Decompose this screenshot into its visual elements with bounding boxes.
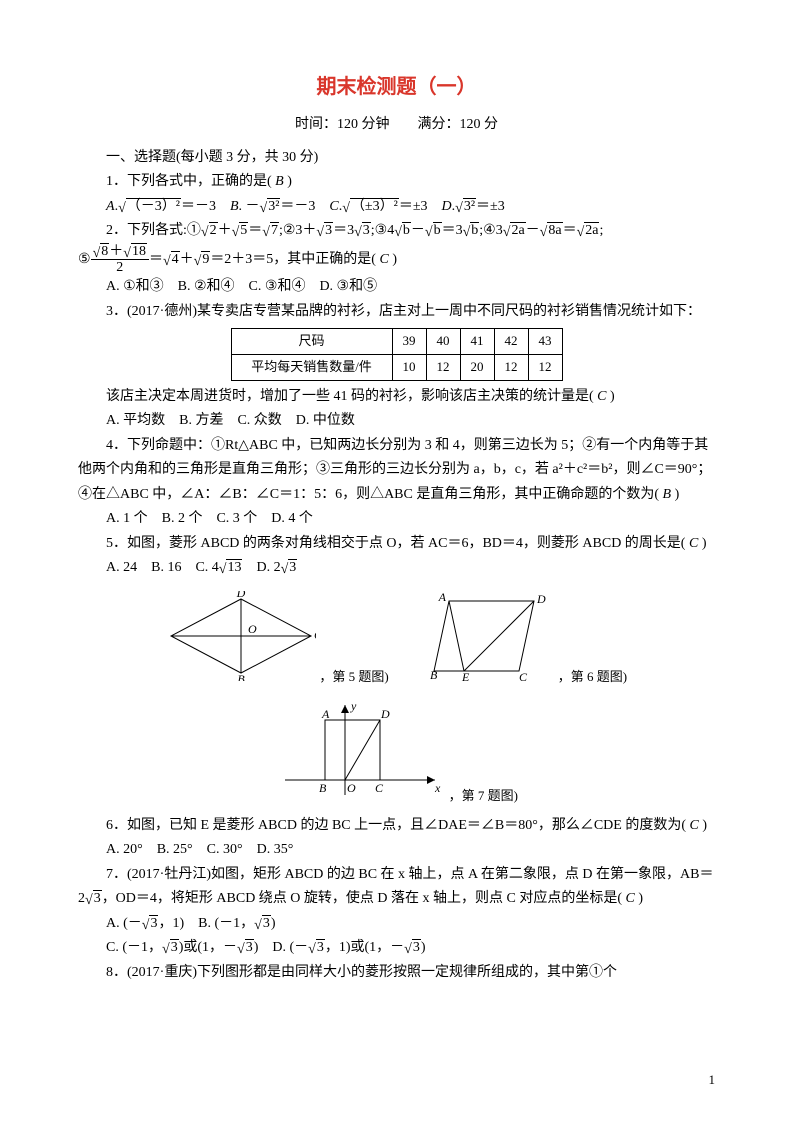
cell: 12 bbox=[528, 355, 562, 381]
q2-frac-denom: 2 bbox=[91, 260, 149, 275]
q7-answer: C bbox=[626, 891, 635, 906]
svg-text:E: E bbox=[461, 670, 470, 681]
section-1-heading: 一、选择题(每小题 3 分，共 30 分) bbox=[78, 146, 715, 171]
cell: 12 bbox=[426, 355, 460, 381]
q4-answer: B bbox=[663, 487, 672, 502]
q4-tail: ) bbox=[671, 487, 679, 502]
fig7-caption: ，第 7 题图) bbox=[449, 788, 518, 803]
figures-row-1: D C B A O ，第 5 题图) A D B E C ，第 6 题图) bbox=[78, 591, 715, 691]
table-row: 尺码 39 40 41 42 43 bbox=[231, 329, 562, 355]
page-number: 1 bbox=[709, 1069, 716, 1092]
q6-options: A. 20° B. 25° C. 30° D. 35° bbox=[78, 838, 715, 863]
q6-text: 6．如图，已知 E 是菱形 ABCD 的边 BC 上一点，且∠DAE＝∠B＝80… bbox=[106, 818, 690, 833]
figure-6: A D B E C ，第 6 题图) bbox=[424, 591, 627, 691]
q7-options-1: A. (－√3，1) B. (－1，√3) bbox=[78, 912, 715, 937]
q5-options: A. 24 B. 16 C. 4√13 D. 2√3 bbox=[78, 556, 715, 581]
axes-rect-icon: A D B O C x y bbox=[275, 700, 445, 800]
cell: 20 bbox=[460, 355, 494, 381]
q1-answer: B bbox=[275, 174, 284, 189]
q3-options: A. 平均数 B. 方差 C. 众数 D. 中位数 bbox=[78, 409, 715, 434]
svg-text:B: B bbox=[319, 781, 327, 795]
rhombus-icon: D C B A O bbox=[166, 591, 316, 681]
svg-text:A: A bbox=[166, 628, 167, 642]
fig5-caption: ，第 5 题图) bbox=[319, 669, 388, 684]
cell: 43 bbox=[528, 329, 562, 355]
svg-text:A: A bbox=[438, 591, 447, 604]
th-size: 尺码 bbox=[231, 329, 392, 355]
q2-options: A. ①和③ B. ②和④ C. ③和④ D. ③和⑤ bbox=[78, 275, 715, 300]
cell: 40 bbox=[426, 329, 460, 355]
svg-text:C: C bbox=[375, 781, 384, 795]
q6: 6．如图，已知 E 是菱形 ABCD 的边 BC 上一点，且∠DAE＝∠B＝80… bbox=[78, 814, 715, 839]
q7-options-2: C. (－1，√3)或(1，－√3) D. (－√3，1)或(1，－√3) bbox=[78, 936, 715, 961]
q5-answer: C bbox=[689, 536, 698, 551]
exam-info: 时间：120 分钟 满分：120 分 bbox=[78, 113, 715, 138]
q5-tail: ) bbox=[698, 536, 706, 551]
q4-options: A. 1 个 B. 2 个 C. 3 个 D. 4 个 bbox=[78, 507, 715, 532]
th-qty: 平均每天销售数量/件 bbox=[231, 355, 392, 381]
q2-answer: C bbox=[379, 252, 388, 267]
cell: 12 bbox=[494, 355, 528, 381]
cell: 10 bbox=[392, 355, 426, 381]
q5-text: 5．如图，菱形 ABCD 的两条对角线相交于点 O，若 AC＝6，BD＝4，则菱… bbox=[106, 536, 689, 551]
q1-tail: ) bbox=[284, 174, 292, 189]
svg-text:x: x bbox=[434, 781, 441, 795]
svg-text:C: C bbox=[519, 670, 528, 681]
svg-text:B: B bbox=[430, 668, 438, 681]
svg-text:D: D bbox=[536, 592, 546, 606]
q5: 5．如图，菱形 ABCD 的两条对角线相交于点 O，若 AC＝6，BD＝4，则菱… bbox=[78, 532, 715, 557]
svg-text:O: O bbox=[248, 622, 257, 636]
q1-options: A.√（－3）²＝－3 B. －√3²＝－3 C.√（±3）²＝±3 D.√3²… bbox=[78, 195, 715, 220]
q3-tail: ) bbox=[607, 389, 615, 404]
cell: 42 bbox=[494, 329, 528, 355]
q3-after: 该店主决定本周进货时，增加了一些 41 码的衬衫，影响该店主决策的统计量是( C… bbox=[78, 385, 715, 410]
cell: 39 bbox=[392, 329, 426, 355]
q3-stem: 3．(2017·德州)某专卖店专营某品牌的衬衫，店主对上一周中不同尺码的衬衫销售… bbox=[78, 300, 715, 325]
rhombus2-icon: A D B E C bbox=[424, 591, 554, 681]
svg-text:A: A bbox=[321, 707, 330, 721]
figures-row-2: A D B O C x y ，第 7 题图) bbox=[78, 700, 715, 810]
svg-text:O: O bbox=[347, 781, 356, 795]
figure-7: A D B O C x y ，第 7 题图) bbox=[275, 700, 518, 810]
q4-text: 4．下列命题中：①Rt△ABC 中，已知两边长分别为 3 和 4，则第三边长为 … bbox=[78, 438, 711, 502]
page-title: 期末检测题（一） bbox=[78, 70, 715, 105]
svg-text:D: D bbox=[380, 707, 390, 721]
table-row: 平均每天销售数量/件 10 12 20 12 12 bbox=[231, 355, 562, 381]
cell: 41 bbox=[460, 329, 494, 355]
q8: 8．(2017·重庆)下列图形都是由同样大小的菱形按照一定规律所组成的，其中第①… bbox=[78, 961, 715, 986]
fig6-caption: ，第 6 题图) bbox=[558, 669, 627, 684]
q1-text: 1．下列各式中，正确的是( bbox=[106, 174, 275, 189]
q2-line1: 2．下列各式:①√2＋√5＝√7;②3＋√3＝3√3;③4√b－√b＝3√b;④… bbox=[78, 219, 715, 244]
q3-answer: C bbox=[597, 389, 606, 404]
figure-5: D C B A O ，第 5 题图) bbox=[166, 591, 389, 691]
q3-table: 尺码 39 40 41 42 43 平均每天销售数量/件 10 12 20 12… bbox=[231, 328, 563, 381]
q3-after-text: 该店主决定本周进货时，增加了一些 41 码的衬衫，影响该店主决策的统计量是( bbox=[106, 389, 597, 404]
q7: 7．(2017·牡丹江)如图，矩形 ABCD 的边 BC 在 x 轴上，点 A … bbox=[78, 863, 715, 912]
svg-text:B: B bbox=[237, 672, 245, 681]
q1-stem: 1．下列各式中，正确的是( B ) bbox=[78, 170, 715, 195]
q4: 4．下列命题中：①Rt△ABC 中，已知两边长分别为 3 和 4，则第三边长为 … bbox=[78, 434, 715, 508]
q2-line2: ⑤ √8＋√18 2 ＝√4＋√9＝2＋3＝5，其中正确的是( C ) bbox=[78, 244, 715, 276]
q6-answer: C bbox=[690, 818, 699, 833]
svg-text:C: C bbox=[314, 628, 316, 642]
q6-tail: ) bbox=[699, 818, 707, 833]
svg-text:y: y bbox=[350, 700, 357, 713]
svg-text:D: D bbox=[236, 591, 246, 600]
